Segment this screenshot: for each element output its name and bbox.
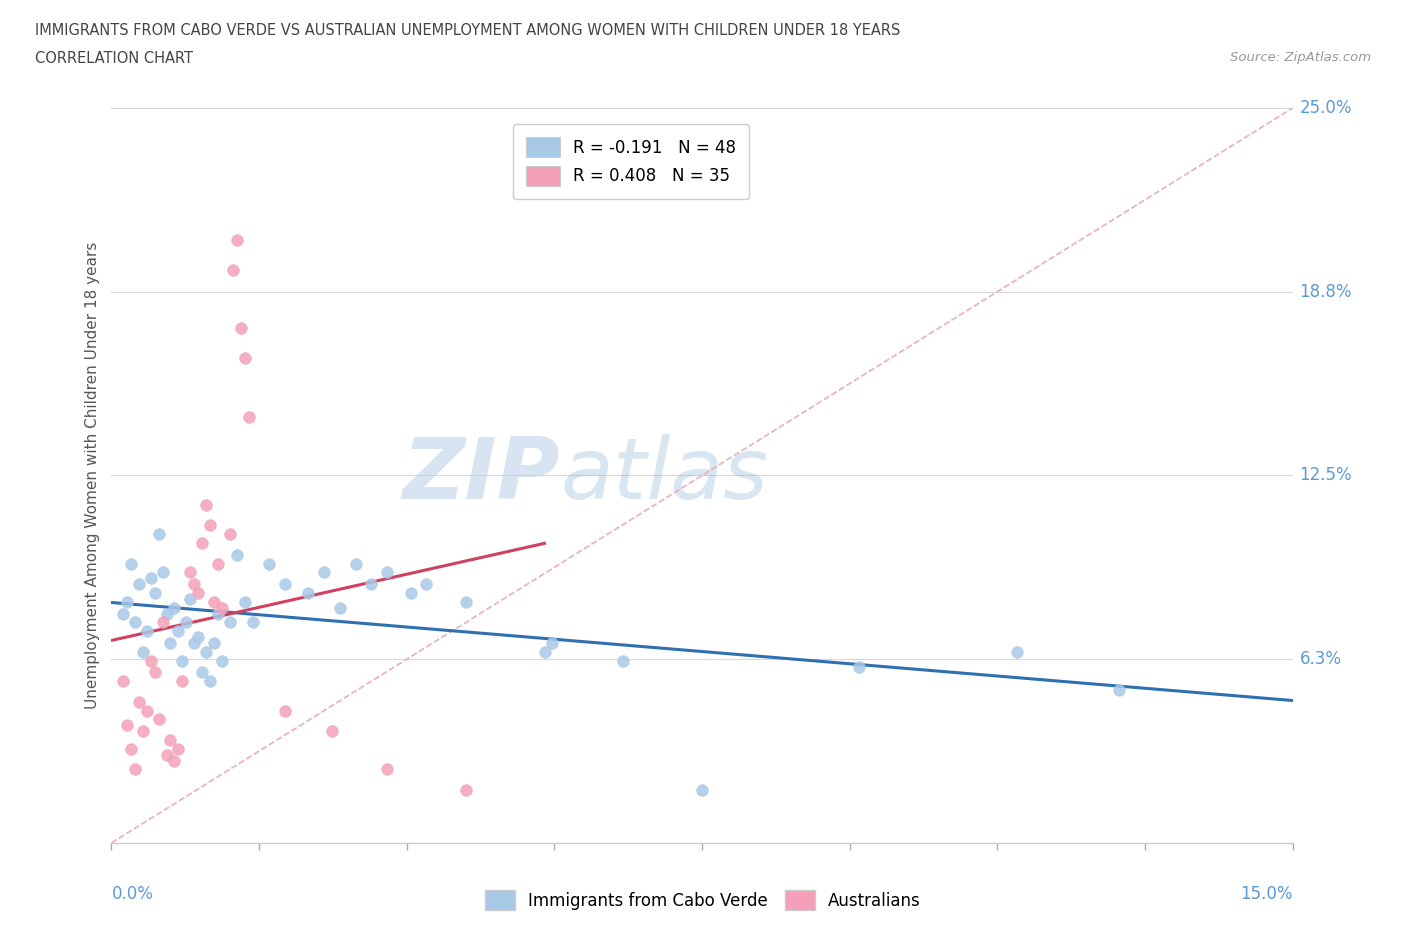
Point bbox=[179, 565, 201, 580]
Point bbox=[222, 262, 245, 277]
Point bbox=[159, 635, 181, 650]
Text: IMMIGRANTS FROM CABO VERDE VS AUSTRALIAN UNEMPLOYMENT AMONG WOMEN WITH CHILDREN : IMMIGRANTS FROM CABO VERDE VS AUSTRALIAN… bbox=[35, 23, 900, 38]
Point bbox=[375, 565, 398, 580]
Point bbox=[202, 594, 225, 609]
Point bbox=[159, 733, 181, 748]
Point bbox=[242, 615, 264, 630]
Text: 15.0%: 15.0% bbox=[1240, 884, 1292, 903]
Point bbox=[112, 674, 135, 689]
Point bbox=[128, 577, 150, 591]
Point bbox=[198, 518, 221, 533]
Point bbox=[218, 615, 240, 630]
Point bbox=[132, 724, 155, 738]
Text: 12.5%: 12.5% bbox=[1299, 467, 1353, 485]
Point bbox=[226, 548, 249, 563]
Point bbox=[148, 712, 170, 727]
Point bbox=[321, 724, 343, 738]
Point bbox=[124, 615, 146, 630]
Point bbox=[167, 624, 190, 639]
Point bbox=[211, 653, 233, 668]
Point bbox=[207, 556, 229, 571]
Point bbox=[172, 653, 194, 668]
Text: 0.0%: 0.0% bbox=[111, 884, 153, 903]
Point bbox=[454, 594, 477, 609]
Point bbox=[399, 586, 422, 601]
Legend: R = -0.191   N = 48, R = 0.408   N = 35: R = -0.191 N = 48, R = 0.408 N = 35 bbox=[513, 124, 749, 199]
Point bbox=[172, 674, 194, 689]
Point bbox=[273, 703, 295, 718]
Point bbox=[257, 556, 280, 571]
Point bbox=[194, 644, 217, 659]
Point bbox=[163, 753, 186, 768]
Y-axis label: Unemployment Among Women with Children Under 18 years: Unemployment Among Women with Children U… bbox=[86, 242, 100, 710]
Point bbox=[115, 718, 138, 733]
Point bbox=[174, 615, 197, 630]
Point bbox=[360, 577, 382, 591]
Text: atlas: atlas bbox=[560, 434, 768, 517]
Point bbox=[132, 644, 155, 659]
Point bbox=[187, 586, 209, 601]
Point bbox=[124, 762, 146, 777]
Point bbox=[231, 321, 253, 336]
Point bbox=[1005, 644, 1028, 659]
Point bbox=[541, 635, 564, 650]
Point bbox=[191, 536, 214, 551]
Point bbox=[139, 571, 162, 586]
Point bbox=[155, 748, 177, 763]
Point bbox=[612, 653, 634, 668]
Point bbox=[112, 606, 135, 621]
Point bbox=[312, 565, 335, 580]
Point bbox=[297, 586, 319, 601]
Point bbox=[120, 741, 142, 756]
Point bbox=[233, 351, 256, 365]
Point bbox=[238, 409, 260, 424]
Point bbox=[454, 783, 477, 798]
Point bbox=[533, 644, 555, 659]
Point bbox=[152, 615, 174, 630]
Point bbox=[120, 556, 142, 571]
Point bbox=[187, 630, 209, 644]
Point bbox=[690, 783, 713, 798]
Point bbox=[143, 665, 166, 680]
Point bbox=[273, 577, 295, 591]
Point bbox=[191, 665, 214, 680]
Point bbox=[226, 232, 249, 247]
Point bbox=[329, 601, 352, 616]
Legend: Immigrants from Cabo Verde, Australians: Immigrants from Cabo Verde, Australians bbox=[478, 884, 928, 917]
Text: 18.8%: 18.8% bbox=[1299, 283, 1353, 300]
Point bbox=[198, 674, 221, 689]
Point bbox=[115, 594, 138, 609]
Text: Source: ZipAtlas.com: Source: ZipAtlas.com bbox=[1230, 51, 1371, 64]
Point bbox=[167, 741, 190, 756]
Text: 25.0%: 25.0% bbox=[1299, 99, 1353, 117]
Point bbox=[148, 526, 170, 541]
Point bbox=[163, 601, 186, 616]
Point bbox=[155, 606, 177, 621]
Point bbox=[202, 635, 225, 650]
Point bbox=[207, 606, 229, 621]
Point bbox=[415, 577, 437, 591]
Point bbox=[179, 591, 201, 606]
Point bbox=[194, 498, 217, 512]
Point bbox=[183, 635, 205, 650]
Point bbox=[375, 762, 398, 777]
Point bbox=[135, 703, 157, 718]
Point bbox=[1108, 683, 1130, 698]
Point bbox=[344, 556, 367, 571]
Point bbox=[139, 653, 162, 668]
Point bbox=[143, 586, 166, 601]
Point bbox=[211, 601, 233, 616]
Point bbox=[128, 695, 150, 710]
Point bbox=[233, 594, 256, 609]
Text: ZIP: ZIP bbox=[402, 434, 560, 517]
Point bbox=[218, 526, 240, 541]
Point bbox=[848, 659, 870, 674]
Text: CORRELATION CHART: CORRELATION CHART bbox=[35, 51, 193, 66]
Point bbox=[183, 577, 205, 591]
Point bbox=[135, 624, 157, 639]
Text: 6.3%: 6.3% bbox=[1299, 650, 1341, 669]
Point bbox=[152, 565, 174, 580]
